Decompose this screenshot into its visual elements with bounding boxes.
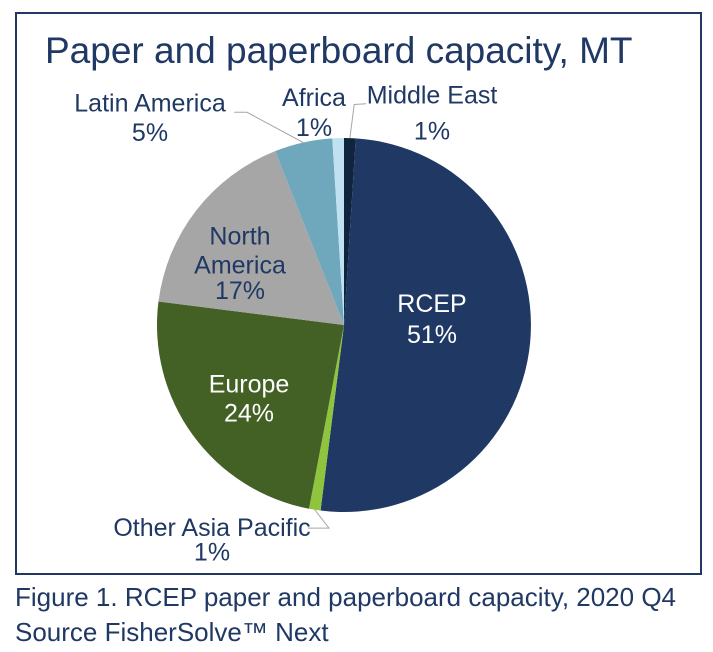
svg-text:5%: 5% [132, 119, 168, 147]
svg-text:51%: 51% [407, 321, 457, 349]
svg-text:Europe: Europe [209, 370, 290, 398]
svg-text:1%: 1% [414, 118, 450, 146]
svg-text:Latin America: Latin America [74, 90, 226, 118]
svg-text:24%: 24% [224, 400, 274, 428]
svg-text:Middle East: Middle East [367, 82, 498, 110]
svg-text:America: America [194, 252, 286, 280]
svg-text:Africa: Africa [282, 84, 346, 112]
svg-text:1%: 1% [296, 114, 332, 142]
svg-text:1%: 1% [194, 539, 230, 567]
svg-text:North: North [209, 222, 270, 250]
svg-text:17%: 17% [215, 277, 265, 305]
svg-text:RCEP: RCEP [397, 290, 466, 318]
